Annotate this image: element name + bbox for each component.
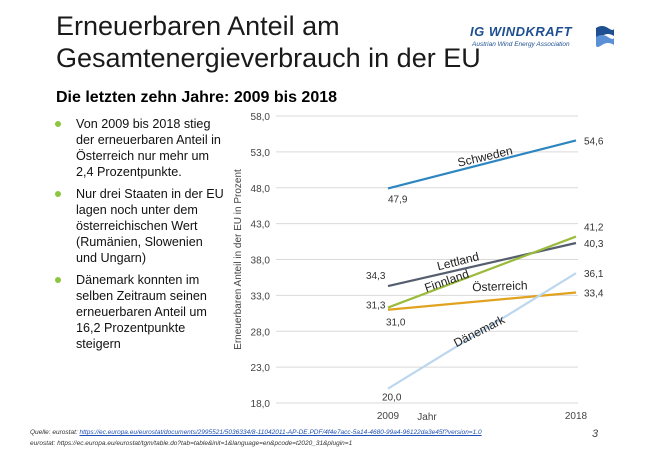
bullet-item: Dänemark konnten im selben Zeitraum sein…: [54, 272, 224, 352]
bullet-item: Von 2009 bis 2018 stieg der erneuerbaren…: [54, 116, 224, 180]
source-link[interactable]: https://ec.europa.eu/eurostat/documents/…: [79, 429, 482, 436]
x-tick-label: 2009: [377, 411, 400, 422]
series-line: [387, 235, 577, 309]
bullet-text: Nur drei Staaten in der EU lagen noch un…: [76, 187, 224, 265]
data-label: 40,3: [584, 239, 604, 250]
data-label: 34,3: [366, 271, 386, 282]
data-label: 33,4: [584, 289, 604, 300]
windmill-flag-icon: [596, 26, 614, 47]
slide-subtitle: Die letzten zehn Jahre: 2009 bis 2018: [56, 89, 338, 106]
series-line: [387, 291, 577, 311]
x-axis-label: Jahr: [417, 412, 437, 423]
data-label: 54,6: [584, 136, 604, 147]
bullet-dot-icon: [55, 121, 61, 127]
ig-windkraft-logo: IG WINDKRAFT Austrian Wind Energy Associ…: [470, 24, 620, 56]
slide-title-line1: Erneuerbaren Anteil am: [56, 11, 340, 41]
source-line-1: Quelle: eurostat: https://ec.europa.eu/e…: [30, 429, 482, 436]
y-tick-label: 58,0: [251, 112, 271, 123]
y-tick-label: 23,0: [251, 363, 271, 374]
line-chart-svg: 18,0 23,0 28,0 33,0 38,0 43,0 48,0 53,0 58,0 2009…: [233, 112, 604, 423]
y-tick-label: 28,0: [251, 327, 271, 338]
line-chart: 18,0 23,0 28,0 33,0 38,0 43,0 48,0 53,0 58,0 2009…: [228, 108, 638, 428]
slide-title: Erneuerbaren Anteil am Gesamtenergieverb…: [56, 10, 526, 74]
bullet-dot-icon: [55, 191, 61, 197]
series-name-label: Österreich: [472, 278, 528, 294]
data-label: 20,0: [382, 393, 402, 404]
series-line: [387, 139, 577, 190]
bullet-text: Von 2009 bis 2018 stieg der erneuerbaren…: [76, 117, 221, 179]
logo-sub-text: Austrian Wind Energy Association: [472, 41, 570, 48]
bullet-dot-icon: [55, 277, 61, 283]
bullet-list: Von 2009 bis 2018 stieg der erneuerbaren…: [54, 116, 224, 358]
page-number: 3: [592, 428, 599, 440]
bullet-text: Dänemark konnten im selben Zeitraum sein…: [76, 273, 207, 351]
x-tick-label: 2018: [565, 411, 588, 422]
data-label: 31,0: [386, 318, 406, 329]
y-tick-label: 18,0: [251, 399, 271, 410]
slide-title-line2: Gesamtenergieverbrauch in der EU: [56, 43, 481, 73]
logo-main-text: IG WINDKRAFT: [470, 24, 573, 39]
y-tick-label: 38,0: [251, 256, 271, 267]
y-tick-label: 43,0: [251, 220, 271, 231]
y-tick-label: 33,0: [251, 291, 271, 302]
data-label: 47,9: [388, 194, 408, 205]
y-tick-label: 48,0: [251, 184, 271, 195]
data-label: 41,2: [584, 223, 604, 234]
data-label: 31,3: [366, 301, 386, 312]
series-name-label: Schweden: [456, 143, 514, 169]
source-line-2: eurostat: https://ec.europa.eu/eurostat/…: [30, 440, 353, 447]
series-line: [387, 272, 577, 390]
y-tick-label: 53,0: [251, 148, 271, 159]
source-label: Quelle: eurostat:: [30, 429, 80, 436]
y-axis-label: Erneuerbaren Anteil in der EU in Prozent: [233, 169, 244, 350]
bullet-item: Nur drei Staaten in der EU lagen noch un…: [54, 186, 224, 266]
data-label: 36,1: [584, 269, 604, 280]
series-line: [387, 241, 577, 288]
